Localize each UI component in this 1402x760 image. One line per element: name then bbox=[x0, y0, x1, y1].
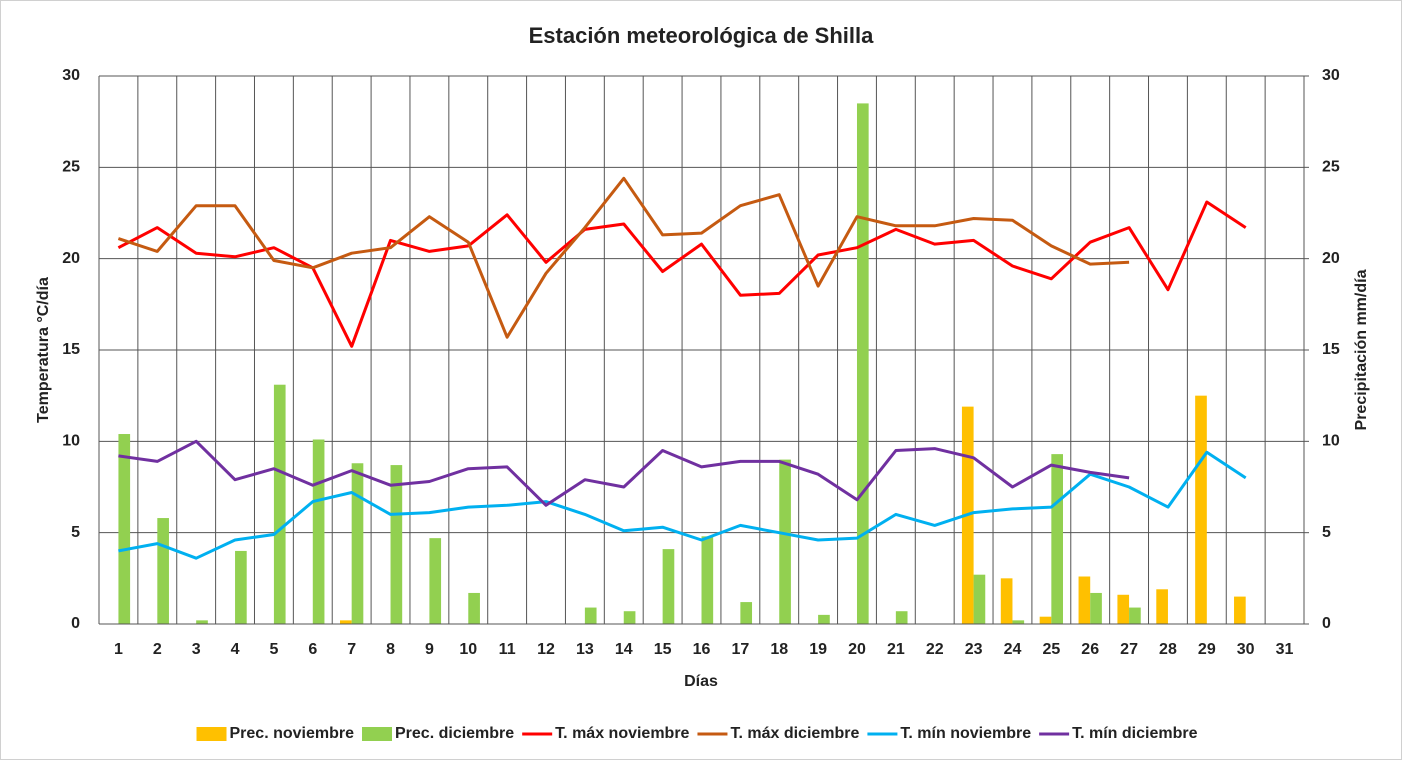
line bbox=[118, 439, 1130, 507]
x-tick-label: 28 bbox=[1159, 641, 1177, 658]
x-tick-label: 7 bbox=[347, 641, 356, 658]
y2-tick-label: 20 bbox=[1322, 250, 1340, 267]
bar bbox=[1000, 578, 1013, 624]
legend-swatch bbox=[196, 727, 227, 741]
y-tick-label: 20 bbox=[62, 250, 80, 267]
bar bbox=[818, 614, 830, 624]
bar bbox=[1195, 395, 1207, 624]
y-tick-label: 15 bbox=[62, 341, 80, 358]
legend-label: Prec. noviembre bbox=[230, 725, 355, 742]
y2-tick-label: 0 bbox=[1322, 615, 1331, 632]
x-tick-label: 15 bbox=[654, 641, 672, 658]
legend-label: T. máx diciembre bbox=[730, 725, 859, 742]
legend-label: T. mín diciembre bbox=[1072, 725, 1197, 742]
x-axis-label: Días bbox=[684, 673, 718, 690]
x-tick-label: 10 bbox=[459, 641, 477, 658]
x-tick-label: 14 bbox=[615, 641, 633, 658]
bar bbox=[312, 439, 325, 624]
x-tick-label: 24 bbox=[1004, 641, 1022, 658]
y2-axis-label: Precipitación mm/día bbox=[1353, 269, 1370, 430]
x-tick-label: 27 bbox=[1120, 641, 1138, 658]
line bbox=[118, 450, 1247, 560]
x-tick-label: 4 bbox=[231, 641, 240, 658]
x-tick-label: 29 bbox=[1198, 641, 1216, 658]
x-tick-label: 17 bbox=[731, 641, 749, 658]
bar bbox=[1117, 594, 1130, 624]
x-tick-label: 11 bbox=[499, 641, 516, 658]
bar bbox=[1012, 620, 1025, 624]
y2-tick-label: 5 bbox=[1322, 524, 1331, 541]
x-tick-label: 25 bbox=[1042, 641, 1060, 658]
y2-tick-label: 25 bbox=[1322, 159, 1340, 176]
x-tick-label: 26 bbox=[1081, 641, 1099, 658]
y-tick-label: 25 bbox=[62, 159, 80, 176]
bar bbox=[1156, 589, 1168, 624]
y-tick-label: 30 bbox=[62, 67, 80, 84]
x-tick-label: 21 bbox=[887, 641, 905, 658]
x-tick-label: 6 bbox=[308, 641, 317, 658]
bar bbox=[235, 550, 247, 624]
bar bbox=[429, 538, 442, 624]
bar bbox=[1039, 616, 1052, 624]
x-tick-label: 20 bbox=[848, 641, 866, 658]
y-tick-label: 5 bbox=[71, 524, 80, 541]
x-tick-label: 30 bbox=[1237, 641, 1255, 658]
y2-tick-label: 15 bbox=[1322, 341, 1340, 358]
y-tick-label: 10 bbox=[62, 433, 80, 450]
x-tick-label: 31 bbox=[1276, 641, 1294, 658]
bar bbox=[196, 620, 208, 624]
grid bbox=[98, 75, 1305, 625]
bar bbox=[468, 592, 480, 624]
bar bbox=[856, 103, 869, 624]
x-tick-label: 5 bbox=[269, 641, 278, 658]
bar bbox=[1051, 454, 1063, 624]
bar bbox=[390, 465, 403, 624]
bar bbox=[701, 536, 714, 624]
bar bbox=[340, 620, 352, 624]
x-tick-label: 23 bbox=[965, 641, 983, 658]
legend-label: Prec. diciembre bbox=[395, 725, 514, 742]
x-tick-label: 12 bbox=[537, 641, 555, 658]
x-tick-label: 2 bbox=[153, 641, 162, 658]
x-tick-label: 22 bbox=[926, 641, 944, 658]
x-tick-label: 3 bbox=[192, 641, 201, 658]
legend-swatch bbox=[362, 727, 393, 741]
bar bbox=[623, 611, 636, 624]
x-tick-label: 1 bbox=[114, 641, 123, 658]
x-tick-label: 13 bbox=[576, 641, 594, 658]
bar bbox=[1078, 576, 1091, 624]
x-tick-label: 16 bbox=[693, 641, 711, 658]
bar bbox=[1090, 592, 1102, 624]
bar bbox=[584, 607, 597, 624]
bar bbox=[740, 602, 753, 624]
x-tick-label: 18 bbox=[770, 641, 788, 658]
x-tick-label: 9 bbox=[425, 641, 434, 658]
bar bbox=[273, 384, 286, 624]
y2-tick-label: 30 bbox=[1322, 67, 1340, 84]
line bbox=[117, 176, 1130, 339]
bar bbox=[662, 549, 675, 624]
x-tick-label: 8 bbox=[386, 641, 395, 658]
bar bbox=[351, 463, 364, 624]
legend-label: T. mín noviembre bbox=[900, 725, 1031, 742]
bar bbox=[973, 574, 986, 624]
bar bbox=[779, 459, 791, 624]
legend: Prec. noviembre Prec. diciembre T. máx nov… bbox=[196, 725, 1198, 742]
x-tick-label: 19 bbox=[809, 641, 827, 658]
bar bbox=[118, 434, 131, 624]
line bbox=[117, 200, 1247, 348]
bar bbox=[1234, 596, 1246, 624]
chart-title: Estación meteorológica de Shilla bbox=[529, 23, 875, 48]
legend-label: T. máx noviembre bbox=[555, 725, 689, 742]
y-axis-label: Temperatura °C/día bbox=[35, 277, 52, 423]
bar bbox=[1129, 607, 1141, 624]
bar bbox=[895, 611, 908, 624]
y2-tick-label: 10 bbox=[1322, 433, 1340, 450]
bar bbox=[157, 518, 169, 624]
y-tick-label: 0 bbox=[71, 615, 80, 632]
